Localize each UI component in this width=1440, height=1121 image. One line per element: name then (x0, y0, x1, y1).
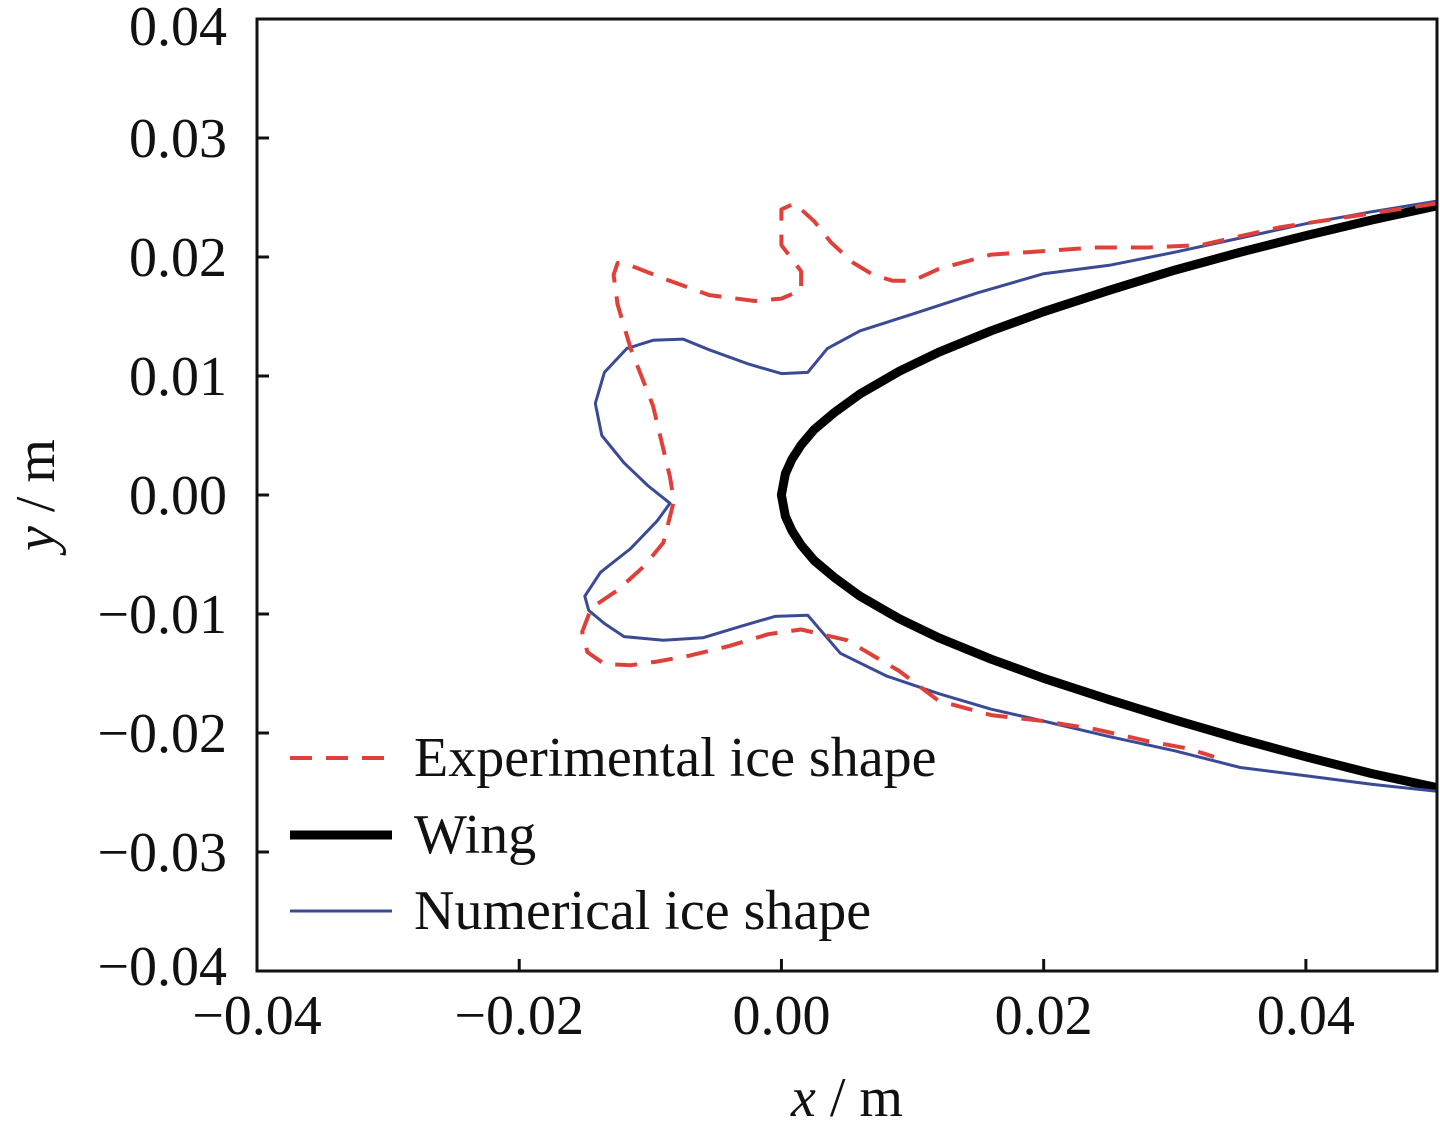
legend: Experimental ice shape Wing Numerical ic… (290, 727, 936, 942)
y-axis: 0.04 0.03 0.02 0.01 0.00 −0.01 −0.02 −0.03 −0.04 (97, 0, 269, 998)
x-tick-label: 0.04 (1257, 985, 1355, 1047)
x-tick-label: −0.02 (454, 985, 584, 1047)
y-axis-variable: y (5, 526, 67, 556)
x-tick-label: 0.02 (995, 985, 1093, 1047)
y-tick-label: −0.01 (97, 584, 227, 646)
x-tick-label: −0.04 (192, 985, 322, 1047)
y-tick-label: 0.03 (129, 108, 227, 170)
series-wing (776, 201, 1438, 793)
y-tick-label: 0.02 (129, 227, 227, 289)
x-axis-title: x / m (790, 1067, 903, 1121)
x-axis: −0.04 −0.02 0.00 0.02 0.04 (192, 959, 1355, 1047)
y-axis-title: y / m (5, 439, 67, 556)
x-axis-variable: x (790, 1067, 816, 1121)
x-tick-label: 0.00 (732, 985, 830, 1047)
plot-frame (255, 17, 1439, 973)
series-numerical-ice-shape (583, 199, 1438, 793)
y-axis-unit: / m (5, 439, 67, 526)
legend-label-experimental: Experimental ice shape (414, 727, 936, 789)
legend-label-wing: Wing (414, 804, 536, 866)
x-axis-unit: / m (816, 1067, 903, 1121)
series-experimental-ice-shape (580, 201, 1438, 759)
plot-area (580, 199, 1438, 793)
y-tick-label: 0.01 (129, 346, 227, 408)
y-tick-label: −0.04 (97, 936, 227, 998)
y-tick-label: 0.00 (129, 465, 227, 527)
y-tick-label: 0.04 (129, 0, 227, 58)
legend-label-numerical: Numerical ice shape (414, 880, 871, 942)
y-tick-label: −0.03 (97, 822, 227, 884)
y-tick-label: −0.02 (97, 703, 227, 765)
